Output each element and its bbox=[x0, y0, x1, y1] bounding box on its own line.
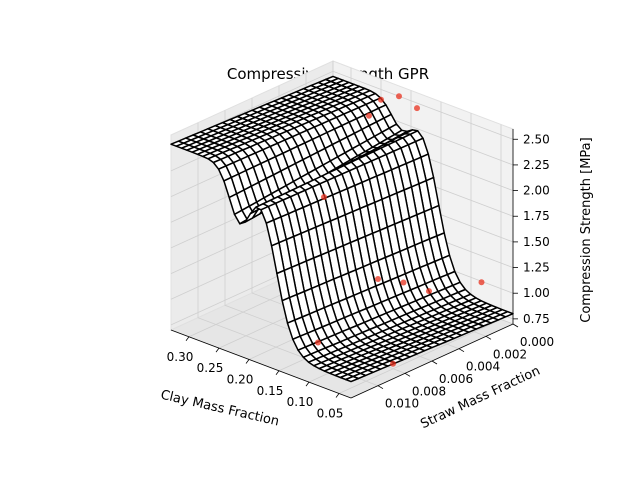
surface-mesh bbox=[170, 75, 514, 383]
y-tick-label: 0.002 bbox=[493, 347, 527, 361]
x-tick-label: 0.20 bbox=[227, 373, 254, 387]
scatter-point bbox=[396, 93, 402, 100]
scatter-point bbox=[414, 105, 420, 112]
scatter-point bbox=[390, 360, 396, 367]
x-tick-label: 0.25 bbox=[197, 361, 224, 375]
axes bbox=[170, 129, 519, 399]
scatter-point bbox=[478, 279, 485, 286]
x-tick-label: 0.30 bbox=[167, 350, 194, 364]
z-tick-label: 2.25 bbox=[523, 158, 550, 172]
y-tick-label: 0.004 bbox=[466, 360, 500, 374]
x-tick-label: 0.05 bbox=[317, 407, 344, 421]
x-tick bbox=[275, 370, 280, 376]
z-tick-label: 2.00 bbox=[523, 184, 550, 198]
scatter-point bbox=[321, 194, 327, 200]
z-axis-label: Compression Strength [MPa] bbox=[579, 137, 594, 322]
scatter-point bbox=[315, 339, 321, 346]
z-tick-label: 0.75 bbox=[523, 312, 550, 326]
x-tick-label: 0.10 bbox=[287, 395, 314, 409]
scatter-point bbox=[375, 276, 381, 282]
y-tick-label: 0.010 bbox=[385, 397, 419, 411]
z-tick-label: 1.75 bbox=[523, 209, 550, 223]
y-tick-label: 0.008 bbox=[412, 384, 446, 398]
z-tick-label: 1.00 bbox=[523, 286, 550, 300]
x-tick bbox=[185, 336, 190, 342]
y-tick bbox=[512, 323, 519, 328]
x-tick-label: 0.15 bbox=[257, 384, 284, 398]
y-tick-label: 0.000 bbox=[520, 335, 554, 349]
scatter-point bbox=[426, 288, 432, 295]
scatter-points bbox=[315, 93, 485, 367]
tick-labels: 0.300.250.200.150.100.050.0000.0020.0040… bbox=[167, 132, 555, 420]
scatter-point bbox=[378, 96, 384, 103]
y-tick bbox=[377, 385, 384, 390]
z-tick-label: 2.50 bbox=[523, 132, 550, 146]
x-axis-line bbox=[170, 329, 352, 399]
x-tick bbox=[305, 381, 310, 387]
surface-cell bbox=[344, 375, 360, 383]
z-tick-label: 1.25 bbox=[523, 261, 550, 275]
grid-line-z bbox=[170, 70, 514, 146]
x-tick bbox=[335, 393, 340, 398]
scatter-point bbox=[366, 112, 372, 119]
y-tick bbox=[431, 360, 438, 365]
y-tick-label: 0.006 bbox=[439, 372, 473, 386]
x-tick bbox=[245, 359, 250, 364]
x-tick bbox=[215, 347, 220, 353]
y-tick bbox=[458, 348, 465, 353]
y-tick bbox=[485, 335, 492, 340]
z-tick-label: 1.50 bbox=[523, 235, 550, 249]
scatter-point bbox=[400, 279, 407, 286]
y-tick bbox=[404, 372, 411, 377]
